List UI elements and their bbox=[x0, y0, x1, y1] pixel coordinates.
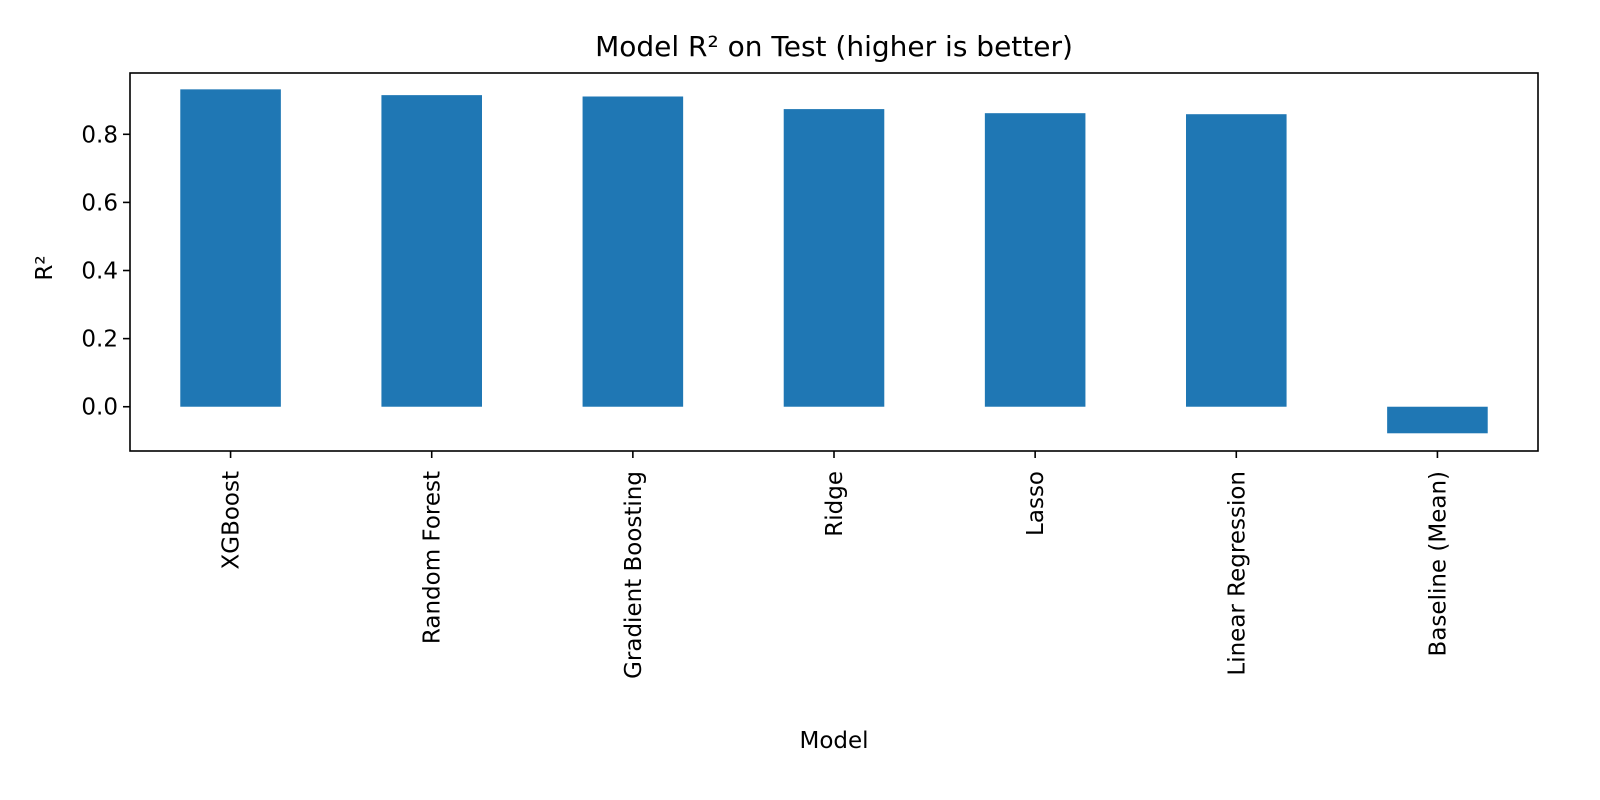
x-tick-label-0: XGBoost bbox=[219, 471, 245, 570]
bar-2 bbox=[582, 96, 684, 407]
bar-1 bbox=[381, 95, 482, 407]
y-tick-label-2: 0.4 bbox=[81, 259, 118, 285]
y-ticks-group: 0.0 0.2 0.4 0.6 0.8 bbox=[81, 122, 130, 421]
bar-6 bbox=[1387, 406, 1488, 434]
x-tick-label-2: Gradient Boosting bbox=[621, 471, 647, 679]
x-tick-label-1: Random Forest bbox=[420, 471, 446, 644]
y-tick-label-4: 0.8 bbox=[81, 122, 118, 148]
x-tick-label-4: Lasso bbox=[1023, 471, 1049, 536]
bar-4 bbox=[984, 113, 1086, 407]
y-tick-label-0: 0.0 bbox=[81, 395, 118, 421]
x-ticks-group: XGBoost Random Forest Gradient Boosting Rid… bbox=[219, 451, 1451, 679]
x-tick-label-3: Ridge bbox=[822, 471, 848, 537]
y-tick-label-1: 0.2 bbox=[81, 327, 118, 353]
x-tick-label-5: Linear Regression bbox=[1224, 471, 1250, 676]
y-tick-label-3: 0.6 bbox=[81, 190, 118, 216]
chart-title: Model R² on Test (higher is better) bbox=[595, 30, 1073, 63]
plot-frame bbox=[129, 72, 1539, 452]
x-tick-label-6: Baseline (Mean) bbox=[1425, 471, 1451, 656]
bar-5 bbox=[1186, 114, 1287, 407]
bar-0 bbox=[180, 89, 281, 407]
bar-3 bbox=[783, 109, 885, 407]
x-axis-label: Model bbox=[799, 728, 868, 754]
y-axis-label: R² bbox=[32, 255, 58, 280]
bars-group bbox=[180, 89, 1488, 434]
